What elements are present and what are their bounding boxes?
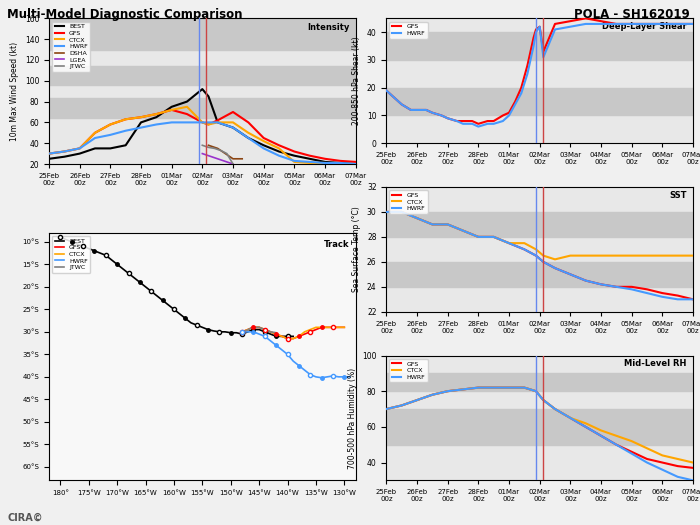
Text: POLA - SH162019: POLA - SH162019 [574,8,690,21]
Y-axis label: Sea Surface Temp (°C): Sea Surface Temp (°C) [352,206,361,292]
Text: Track: Track [324,240,349,249]
Text: Multi-Model Diagnostic Comparison: Multi-Model Diagnostic Comparison [7,8,242,21]
Y-axis label: 10m Max Wind Speed (kt): 10m Max Wind Speed (kt) [10,41,19,141]
Y-axis label: 700-500 hPa Humidity (%): 700-500 hPa Humidity (%) [348,368,356,468]
Text: Mid-Level RH: Mid-Level RH [624,359,687,368]
Legend: GFS, HWRF: GFS, HWRF [389,22,428,38]
Legend: BEST, GFS, CTCX, HWRF, DSHA, LGEA, JTWC: BEST, GFS, CTCX, HWRF, DSHA, LGEA, JTWC [52,22,90,71]
Bar [49,0,356,49]
Text: Intensity: Intensity [307,23,349,32]
Bar [386,32,693,60]
Bar [386,212,693,237]
Text: CIRA©: CIRA© [7,512,43,522]
Legend: BEST, GFS, CTCX, HWRF, JTWC: BEST, GFS, CTCX, HWRF, JTWC [52,236,90,273]
Text: SST: SST [669,191,687,200]
Bar [49,66,356,85]
Legend: GFS, CTCX, HWRF: GFS, CTCX, HWRF [389,190,428,214]
Legend: GFS, CTCX, HWRF: GFS, CTCX, HWRF [389,359,428,382]
Y-axis label: 200-850 hPa Shear (kt): 200-850 hPa Shear (kt) [352,37,361,125]
Bar [386,373,693,391]
Bar [386,409,693,445]
Bar [49,99,356,118]
Text: Deep-Layer Shear: Deep-Layer Shear [602,22,687,31]
Bar [386,262,693,287]
Bar [386,88,693,116]
